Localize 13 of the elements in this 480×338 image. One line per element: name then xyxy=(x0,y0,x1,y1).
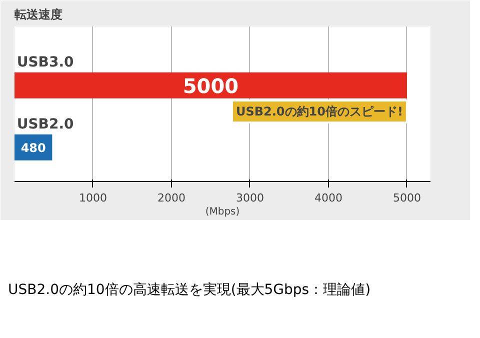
data-label: 5000 xyxy=(182,74,239,98)
data-label: 480 xyxy=(20,140,46,155)
y-tick-label: USB3.0 xyxy=(16,54,74,71)
x-tick-label: 1000 xyxy=(78,192,107,204)
x-tick-label: 3000 xyxy=(236,192,264,204)
x-axis-title: (Mbps) xyxy=(205,206,240,218)
text: USB2.0の約10倍の高速転送を実現(最大5Gbps：理論値) xyxy=(8,281,371,300)
x-tick-label: 2000 xyxy=(157,192,186,204)
x-tick-label: 4000 xyxy=(314,192,342,204)
y-tick-label: USB2.0 xyxy=(16,116,74,133)
x-tick-label: 5000 xyxy=(392,192,421,204)
annotation: USB2.0の約10倍のスピード! xyxy=(236,104,403,118)
chart-title: 転送速度 xyxy=(14,8,62,22)
